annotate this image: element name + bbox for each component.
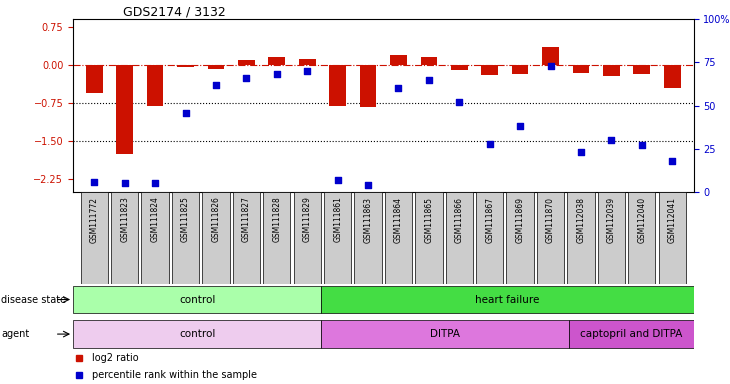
Text: GDS2174 / 3132: GDS2174 / 3132 [123,5,226,18]
Bar [202,192,230,284]
Bar [634,65,650,74]
Bar [628,192,656,284]
Point [149,180,161,187]
Text: agent: agent [1,329,30,339]
Bar [269,57,285,65]
Text: captopril and DITPA: captopril and DITPA [580,329,683,339]
Bar [293,192,321,284]
Text: DITPA: DITPA [430,329,461,339]
Text: control: control [179,295,215,305]
Point [575,149,587,156]
Bar [603,65,620,76]
Point [514,123,526,129]
Text: GSM111828: GSM111828 [272,197,281,242]
Bar [390,55,407,65]
Text: GSM111827: GSM111827 [242,197,251,242]
Text: GSM111869: GSM111869 [515,197,525,243]
Point [666,158,678,164]
Bar [321,320,569,348]
Point [301,68,313,74]
Bar [147,65,164,106]
Point [545,63,556,69]
Bar [172,192,199,284]
Text: GSM111861: GSM111861 [333,197,342,242]
Bar [664,65,680,88]
Bar [324,192,351,284]
Text: control: control [179,329,215,339]
Text: GSM111829: GSM111829 [303,197,312,242]
Point [484,141,496,147]
Point [393,85,404,91]
Text: GSM111825: GSM111825 [181,197,190,242]
Bar [177,65,194,68]
Text: GSM112041: GSM112041 [668,197,677,243]
Bar [142,192,169,284]
Bar [598,192,625,284]
Bar [263,192,291,284]
Bar [451,65,468,70]
Bar [86,65,103,93]
Bar [385,192,412,284]
Text: GSM111863: GSM111863 [364,197,372,243]
Bar [238,60,255,65]
Bar [537,192,564,284]
Point [362,182,374,188]
Bar [80,192,108,284]
Text: GSM111823: GSM111823 [120,197,129,242]
Point [453,99,465,105]
Bar [415,192,442,284]
Point [271,71,283,78]
Point [180,109,191,116]
Bar [445,192,473,284]
Bar [73,286,321,313]
Bar [569,320,693,348]
Bar [360,65,377,107]
Text: GSM111826: GSM111826 [212,197,220,242]
Text: percentile rank within the sample: percentile rank within the sample [92,370,257,381]
Bar [420,57,437,65]
Bar [329,65,346,106]
Text: GSM112039: GSM112039 [607,197,616,243]
Bar [354,192,382,284]
Point [210,82,222,88]
Bar [116,65,133,154]
Text: GSM111870: GSM111870 [546,197,555,243]
Text: GSM111864: GSM111864 [394,197,403,243]
Text: heart failure: heart failure [475,295,539,305]
Bar [572,65,589,73]
Bar [73,320,321,348]
Bar [476,192,504,284]
Bar [207,65,224,69]
Point [119,180,131,187]
Point [636,142,648,149]
Point [88,179,100,185]
Bar [481,65,498,75]
Bar [658,192,686,284]
Point [241,75,253,81]
Text: log2 ratio: log2 ratio [92,353,138,363]
Bar [299,59,315,65]
Text: GSM111865: GSM111865 [424,197,434,243]
Bar [321,286,694,313]
Text: GSM111824: GSM111824 [150,197,160,242]
Text: GSM112040: GSM112040 [637,197,646,243]
Text: disease state: disease state [1,295,66,305]
Text: GSM112038: GSM112038 [577,197,585,243]
Bar [233,192,260,284]
Point [423,77,435,83]
Bar [507,192,534,284]
Bar [111,192,139,284]
Text: GSM111772: GSM111772 [90,197,99,243]
Bar [512,65,529,74]
Point [332,177,344,183]
Bar [542,47,559,65]
Text: GSM111867: GSM111867 [485,197,494,243]
Point [606,137,618,143]
Bar [567,192,595,284]
Text: GSM111866: GSM111866 [455,197,464,243]
